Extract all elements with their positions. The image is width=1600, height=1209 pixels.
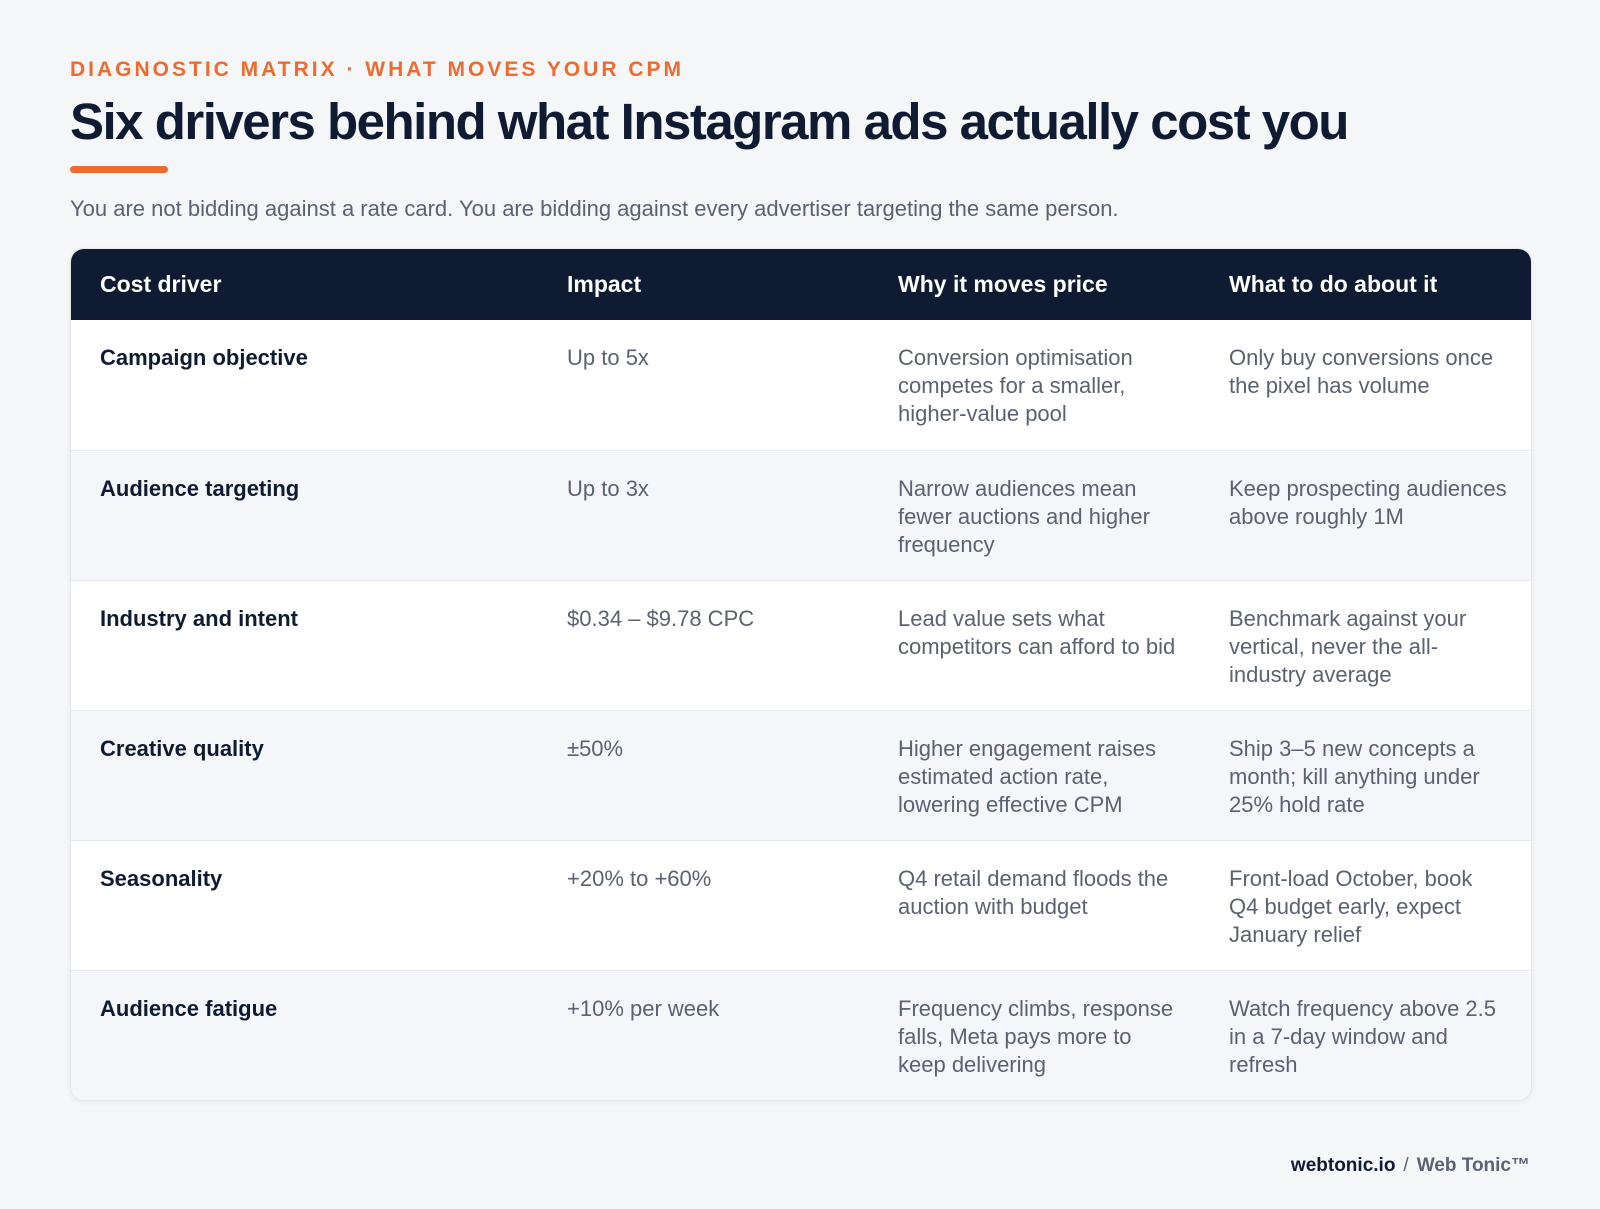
cell-why: Narrow audiences mean fewer auctions and… [898, 475, 1150, 557]
table-header-row: Cost driver Impact Why it moves price Wh… [71, 249, 1531, 320]
column-header-why: Why it moves price [898, 271, 1108, 297]
column-header-action: What to do about it [1229, 271, 1438, 297]
cell-action: Only buy conversions once the pixel has … [1229, 345, 1494, 398]
cell-impact: +20% to +60% [567, 865, 712, 891]
footer-separator: / [1403, 1155, 1409, 1176]
cell-impact: $0.34 – $9.78 CPC [567, 605, 755, 631]
column-header-impact: Impact [567, 271, 642, 297]
page-subtitle: You are not bidding against a rate card.… [70, 196, 1119, 221]
cell-driver: Campaign objective [100, 345, 308, 370]
cell-why: Higher engagement raises estimated actio… [898, 735, 1157, 817]
table-row: Industry and intent $0.34 – $9.78 CPC Le… [71, 580, 1531, 710]
table-row: Seasonality +20% to +60% Q4 retail deman… [71, 840, 1531, 970]
cell-impact: +10% per week [567, 995, 720, 1021]
cell-impact: Up to 3x [567, 475, 649, 501]
cell-why: Q4 retail demand floods the auction with… [898, 865, 1169, 919]
table-row: Audience targeting Up to 3x Narrow audie… [71, 450, 1531, 580]
cell-driver: Audience targeting [100, 475, 300, 501]
cell-impact: ±50% [567, 735, 624, 761]
cell-why: Lead value sets what competitors can aff… [898, 605, 1176, 659]
title-accent-bar [70, 166, 168, 173]
cell-action: Ship 3–5 new concepts a month; kill anyt… [1229, 735, 1480, 817]
table-row: Campaign objective Up to 5x Conversion o… [71, 320, 1531, 450]
cell-action: Front-load October, book Q4 budget early… [1229, 865, 1473, 947]
footer-credit: webtonic.io / Web Tonic™ [1291, 1155, 1530, 1177]
page-title: Six drivers behind what Instagram ads ac… [70, 93, 1349, 150]
cost-driver-table-card: Cost driver Impact Why it moves price Wh… [70, 248, 1532, 1101]
cell-action: Watch frequency above 2.5 in a 7-day win… [1229, 995, 1497, 1077]
table-row: Audience fatigue +10% per week Frequency… [71, 970, 1531, 1100]
cell-why: Conversion optimisation competes for a s… [898, 345, 1133, 426]
table-body: Campaign objective Up to 5x Conversion o… [71, 320, 1531, 1100]
cell-driver: Creative quality [100, 735, 264, 761]
table-row: Creative quality ±50% Higher engagement … [71, 710, 1531, 840]
cell-action: Benchmark against your vertical, never t… [1229, 605, 1467, 687]
column-header-cost-driver: Cost driver [100, 271, 222, 297]
cell-action: Keep prospecting audiences above roughly… [1229, 475, 1507, 529]
footer-site: webtonic.io [1290, 1155, 1396, 1176]
cell-impact: Up to 5x [567, 345, 649, 370]
cost-driver-table: Cost driver Impact Why it moves price Wh… [71, 249, 1531, 1100]
eyebrow-label: DIAGNOSTIC MATRIX · WHAT MOVES YOUR CPM [70, 58, 684, 81]
cell-driver: Audience fatigue [100, 995, 278, 1021]
table-header: Cost driver Impact Why it moves price Wh… [71, 249, 1531, 320]
footer-brand: Web Tonic™ [1416, 1155, 1530, 1176]
cell-driver: Industry and intent [100, 605, 298, 631]
cell-why: Frequency climbs, response falls, Meta p… [898, 995, 1174, 1077]
cell-driver: Seasonality [100, 865, 223, 891]
